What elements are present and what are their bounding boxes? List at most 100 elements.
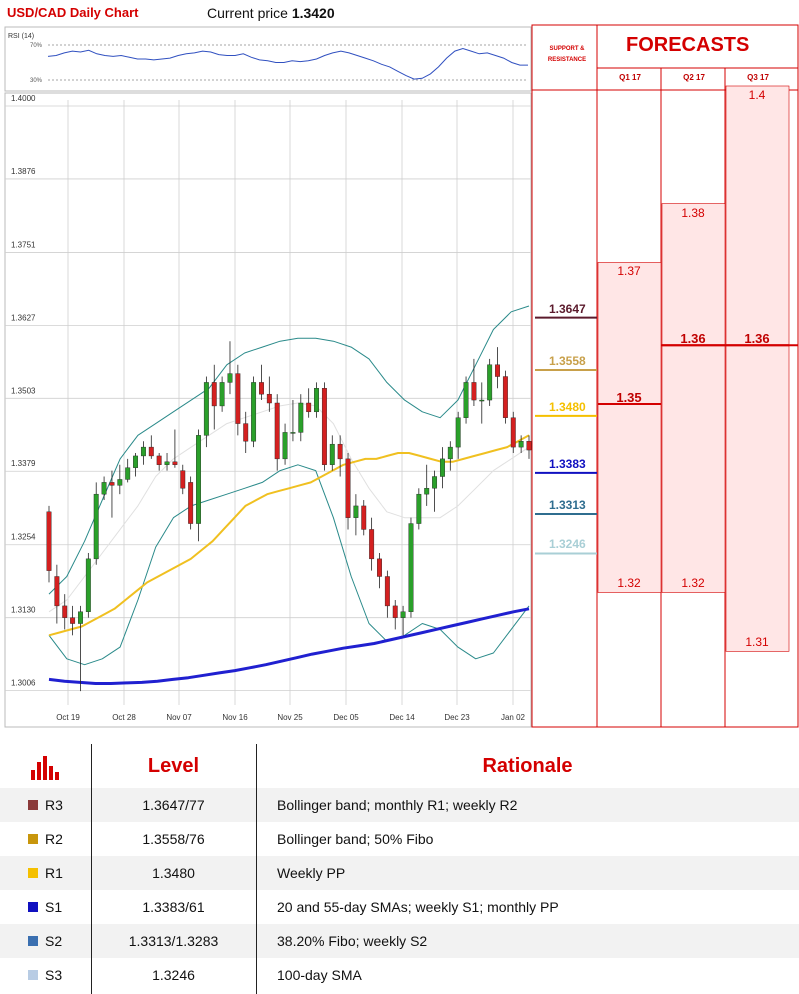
level-value: 1.3480 (152, 865, 195, 881)
y-tick-label: 1.3379 (11, 459, 36, 468)
candle-body (203, 382, 209, 436)
y-tick-label: 1.3876 (11, 167, 36, 176)
y-tick-label: 1.3130 (11, 606, 36, 615)
candle-body (479, 399, 485, 402)
current-price-value: 1.3420 (291, 5, 335, 21)
x-tick-label: Jan 02 (501, 713, 526, 722)
rsi-panel: RSI (14) 70% 30% (4, 26, 532, 92)
candle-body (321, 388, 327, 465)
candle-body (416, 493, 422, 524)
candle-body (172, 461, 178, 465)
table-row: R2 1.3558/76 Bollinger band; 50% Fibo (0, 822, 799, 856)
rsi-frame (4, 26, 532, 92)
candle-body (211, 382, 217, 407)
candle-body (243, 423, 249, 442)
sma-long-line (48, 607, 530, 685)
candle-body (93, 493, 99, 560)
level-name: S1 (45, 899, 63, 915)
quarter-header-q3: Q3 17 (747, 73, 769, 82)
candle-body (471, 382, 477, 401)
forecast-range-box (597, 262, 662, 593)
candle-body (46, 511, 52, 571)
level-rationale: 100-day SMA (277, 967, 362, 983)
x-tick-label: Nov 07 (166, 713, 192, 722)
candle-body (140, 446, 146, 457)
candle-body (70, 617, 76, 624)
table-row: S2 1.3313/1.3283 38.20% Fibo; weekly S2 (0, 924, 799, 958)
candle-body (329, 443, 335, 465)
x-tick-label: Oct 28 (112, 713, 136, 722)
chart-canvas: RSI (14) 70% 30% 1.4000 1.3876 1.3751 1.3627 1… (4, 24, 799, 728)
candle-body (439, 458, 445, 477)
candle-body (290, 432, 296, 434)
rsi-label: RSI (14) (8, 33, 34, 40)
y-tick-label: 1.3503 (11, 386, 36, 395)
current-price-label: Current price 1.3420 (207, 5, 335, 21)
forecast-high-q2: 1.38 (681, 205, 705, 220)
candle-body (400, 611, 406, 618)
rsi-line (47, 47, 528, 80)
level-rationale: Bollinger band; monthly R1; weekly R2 (277, 797, 518, 813)
candle-body (353, 505, 359, 518)
candle-body (133, 455, 139, 468)
candle-body (408, 523, 414, 612)
candle-body (109, 482, 115, 486)
candle-body (502, 376, 508, 418)
level-value: 1.3383/61 (142, 899, 205, 915)
candle-body (495, 364, 500, 377)
level-name: S3 (45, 967, 63, 983)
sr-value-s3: 1.3246 (549, 537, 586, 552)
candle-body (259, 382, 264, 395)
bar-chart-icon (29, 752, 63, 782)
candle-body (101, 482, 107, 495)
rsi-30-label: 30% (30, 78, 43, 84)
y-tick-label: 1.3254 (11, 533, 36, 542)
x-tick-label: Dec 23 (444, 713, 470, 722)
candles (46, 341, 532, 692)
table-divider (91, 744, 92, 994)
bollinger-bands (48, 305, 530, 685)
quarter-header-q2: Q2 17 (683, 73, 705, 82)
support-resistance-title: SUPPORT & RESISTANCE (547, 46, 587, 63)
sr-value-r1: 1.3480 (549, 399, 586, 414)
table-row: S1 1.3383/61 20 and 55-day SMAs; weekly S1… (0, 890, 799, 924)
forecast-low-q1: 1.32 (617, 576, 641, 591)
candle-body (392, 605, 398, 618)
sma-short-line (48, 434, 530, 637)
candle-body (266, 393, 272, 404)
candle-body (361, 505, 367, 530)
table-row: R3 1.3647/77 Bollinger band; monthly R1; w… (0, 788, 799, 822)
bollinger-lower-line (48, 464, 530, 666)
candle-body (298, 402, 304, 433)
forecast-range-box (661, 203, 726, 593)
level-swatch (28, 936, 38, 946)
candle-body (447, 446, 453, 460)
forecast-mid-q3: 1.36 (744, 331, 770, 347)
y-tick-label: 1.3627 (11, 313, 36, 322)
level-value: 1.3647/77 (142, 797, 205, 813)
level-value: 1.3246 (152, 967, 195, 983)
x-tick-label: Nov 25 (277, 713, 303, 722)
candle-body (510, 417, 516, 448)
candle-body (251, 382, 257, 442)
bollinger-upper-line (48, 305, 530, 595)
candle-body (314, 388, 319, 413)
candle-body (188, 482, 194, 524)
level-swatch (28, 970, 38, 980)
candle-body (219, 382, 225, 407)
candle-body (345, 458, 351, 518)
candle-body (518, 441, 524, 448)
sr-value-s1: 1.3383 (549, 456, 586, 471)
candle-body (164, 461, 170, 465)
candle-body (117, 479, 123, 486)
candle-body (235, 373, 241, 424)
current-price-text: Current price (207, 5, 288, 21)
candle-body (78, 611, 83, 624)
level-swatch (28, 868, 38, 878)
x-tick-label: Nov 16 (222, 713, 248, 722)
rsi-70-label: 70% (30, 43, 43, 49)
level-rationale: Bollinger band; 50% Fibo (277, 831, 434, 847)
table-row: R1 1.3480 Weekly PP (0, 856, 799, 890)
level-value: 1.3313/1.3283 (128, 933, 219, 949)
sr-value-r2: 1.3558 (549, 353, 586, 368)
